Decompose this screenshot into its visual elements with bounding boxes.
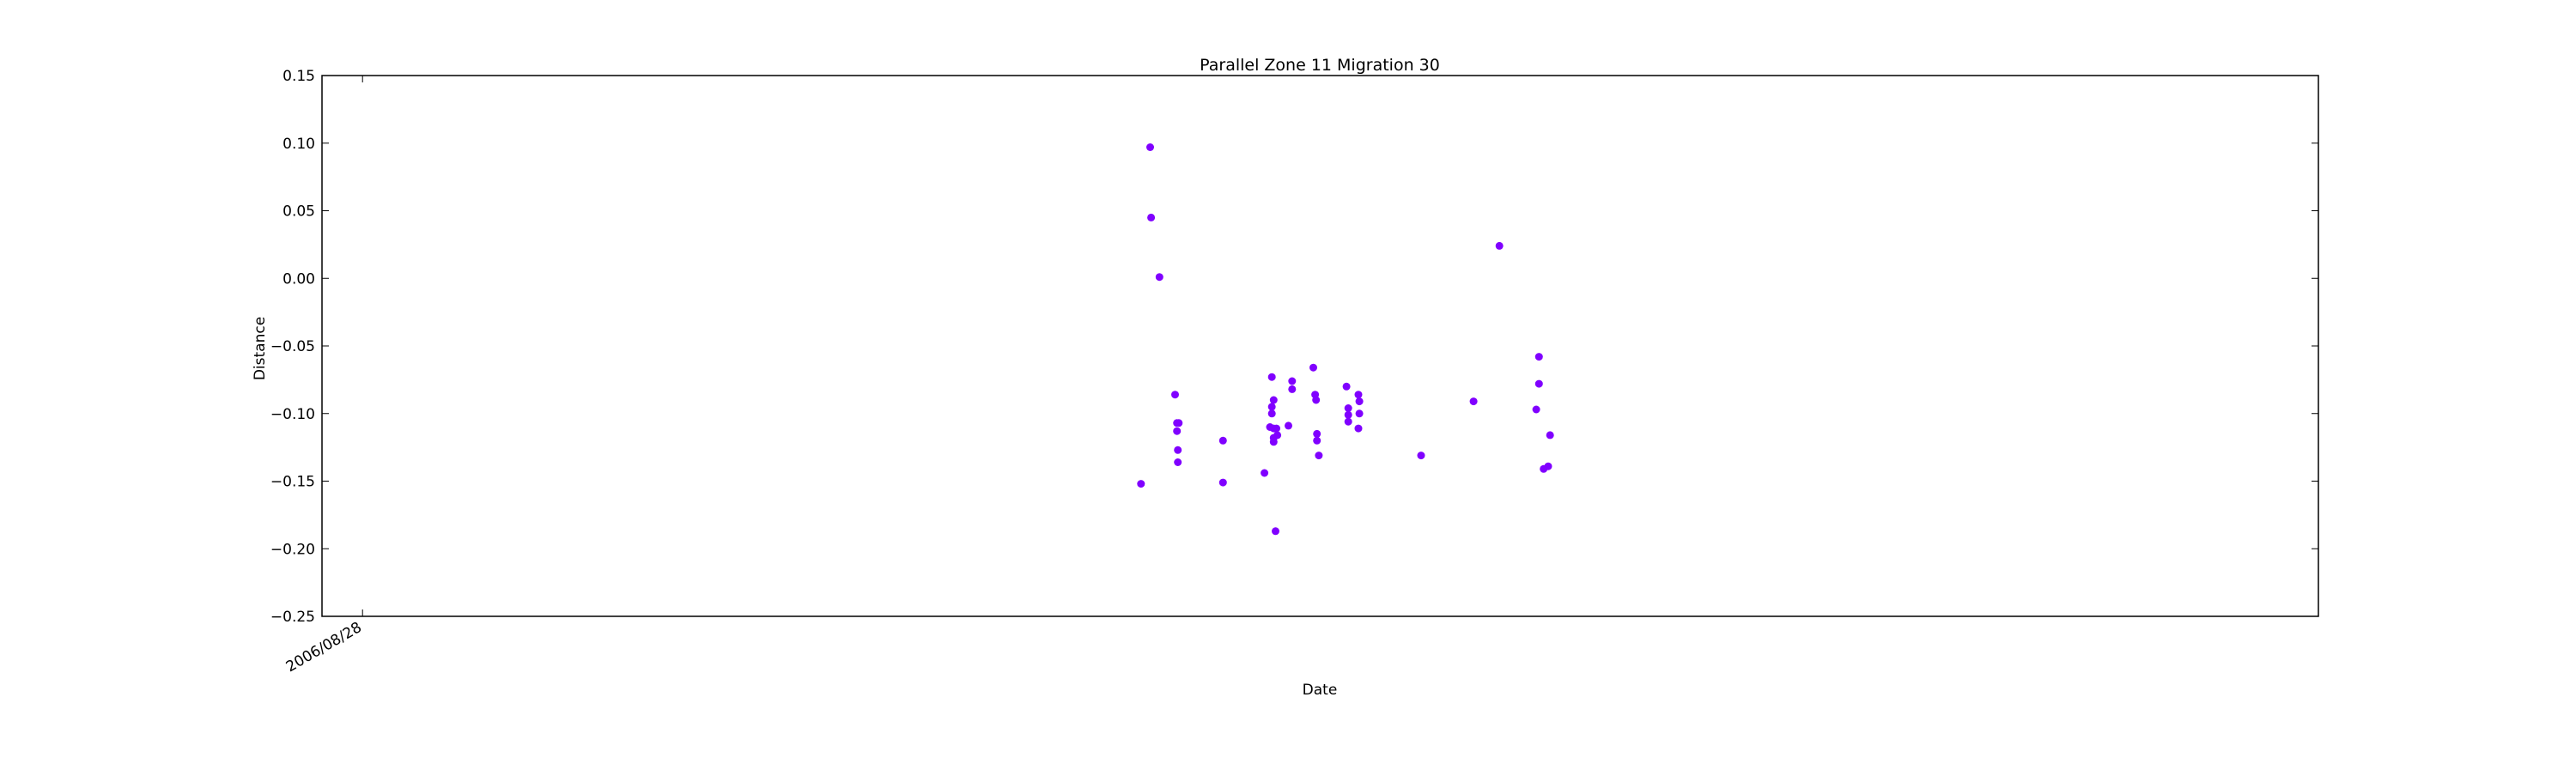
data-point	[1288, 377, 1297, 385]
data-point	[1354, 424, 1363, 433]
y-tick-label: −0.10	[270, 406, 315, 423]
data-point	[1344, 404, 1352, 412]
data-point	[1267, 373, 1276, 381]
x-axis-label: Date	[1303, 682, 1338, 699]
data-point	[1272, 527, 1279, 536]
y-tick-label: −0.15	[270, 474, 315, 491]
data-points	[1137, 143, 1554, 536]
data-point	[1313, 436, 1321, 445]
data-point	[1417, 452, 1425, 460]
data-point	[1546, 431, 1554, 440]
y-tick-label: 0.15	[283, 68, 315, 85]
y-tick-label: −0.05	[270, 338, 315, 355]
y-tick-label: 0.10	[283, 136, 315, 153]
data-point	[1344, 410, 1352, 419]
data-point	[1269, 438, 1278, 446]
data-point	[1146, 143, 1154, 151]
data-point	[1355, 409, 1364, 418]
y-axis-label: Distance	[252, 317, 269, 380]
data-point	[1532, 405, 1540, 414]
data-point	[1534, 353, 1543, 361]
data-point	[1285, 421, 1292, 430]
data-point	[1137, 480, 1145, 488]
y-tick-label: 0.05	[283, 203, 315, 221]
data-point	[1313, 429, 1321, 438]
data-point	[1288, 385, 1297, 393]
data-point	[1469, 397, 1478, 406]
data-point	[1173, 427, 1182, 435]
data-point	[1269, 396, 1278, 404]
data-point	[1267, 409, 1276, 418]
data-point	[1312, 396, 1321, 404]
data-point	[1218, 436, 1227, 445]
data-point	[1171, 391, 1179, 399]
y-tick-label: 0.00	[283, 270, 315, 288]
data-point	[1355, 397, 1364, 406]
data-point	[1354, 391, 1363, 399]
data-point	[1534, 379, 1543, 388]
data-point	[1273, 431, 1282, 440]
data-point	[1147, 213, 1156, 221]
chart-title: Parallel Zone 11 Migration 30	[1200, 56, 1440, 75]
data-point	[1309, 363, 1317, 372]
data-point	[1342, 382, 1351, 391]
data-point	[1273, 424, 1280, 433]
data-point	[1315, 452, 1323, 460]
data-point	[1544, 462, 1552, 470]
data-point	[1174, 446, 1182, 454]
data-point	[1344, 417, 1352, 426]
data-point	[1267, 403, 1276, 411]
data-point	[1218, 478, 1227, 487]
data-point	[1175, 419, 1183, 427]
data-point	[1174, 458, 1182, 466]
data-point	[1155, 273, 1163, 282]
y-tick-label: −0.25	[270, 609, 315, 626]
data-point	[1495, 241, 1504, 250]
y-tick-label: −0.20	[270, 541, 315, 558]
y-axis: −0.25 −0.20 −0.15 −0.10 −0.05 0.00 0.05 0.10 0.1…	[270, 68, 2318, 626]
data-point	[1261, 469, 1269, 477]
